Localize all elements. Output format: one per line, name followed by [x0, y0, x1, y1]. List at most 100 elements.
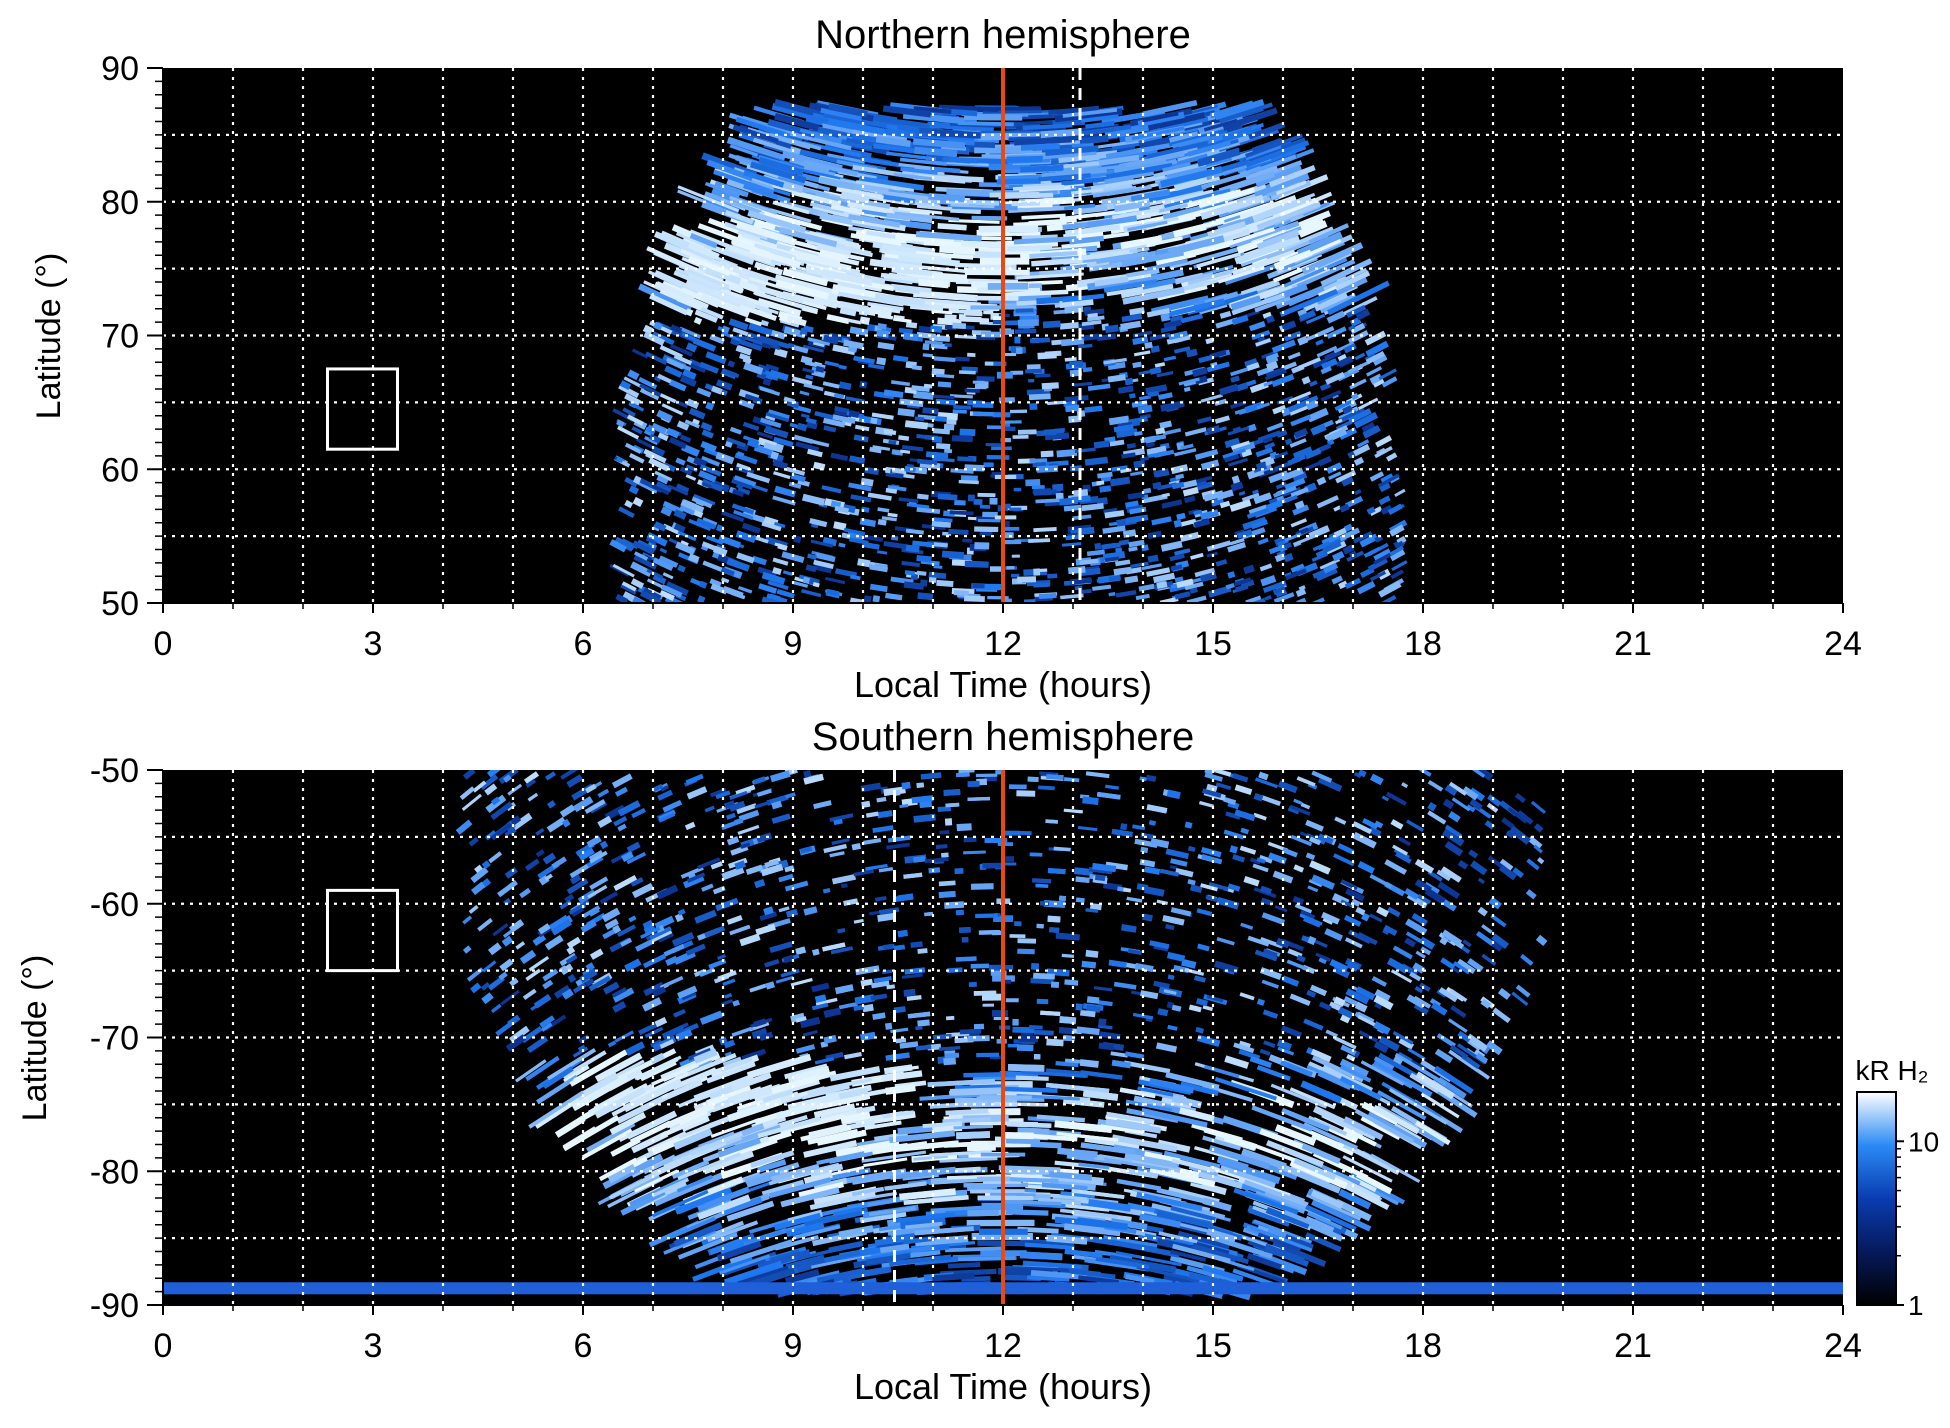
emission-streak [1016, 793, 1035, 794]
emission-streak [1193, 370, 1207, 374]
emission-streak [656, 1020, 666, 1025]
emission-streak [1075, 449, 1096, 451]
emission-streak [1136, 596, 1150, 598]
emission-streak [968, 799, 991, 800]
emission-streak [912, 798, 933, 800]
emission-streak [1008, 208, 1072, 211]
emission-streak [886, 1055, 910, 1058]
emission-streak [955, 1100, 1017, 1101]
emission-streak [807, 424, 817, 427]
emission-streak [948, 178, 984, 180]
emission-streak [878, 316, 893, 318]
emission-streak [918, 951, 928, 952]
emission-streak [907, 997, 921, 999]
emission-streak [1221, 503, 1230, 506]
emission-streak [1216, 561, 1226, 564]
emission-streak [947, 422, 957, 423]
x-tick-label: 0 [154, 625, 173, 663]
emission-streak [1036, 886, 1049, 887]
emission-streak [1047, 972, 1069, 974]
emission-streak [1283, 323, 1296, 328]
emission-streak [1441, 939, 1446, 943]
emission-streak [1031, 260, 1082, 264]
emission-streak [1098, 1002, 1112, 1004]
emission-streak [967, 1213, 998, 1214]
emission-streak [655, 325, 662, 328]
emission-streak [1328, 441, 1334, 444]
emission-streak [974, 529, 998, 530]
emission-streak [1052, 487, 1063, 488]
emission-streak [1074, 383, 1092, 385]
emission-streak [917, 496, 928, 497]
x-tick-label: 6 [574, 625, 593, 663]
emission-streak [1097, 482, 1105, 483]
emission-streak [1149, 822, 1155, 823]
emission-streak [1129, 395, 1135, 396]
emission-streak [1041, 454, 1054, 455]
emission-streak [960, 1031, 981, 1032]
emission-streak [1105, 558, 1119, 560]
emission-streak [1046, 821, 1058, 822]
emission-streak [874, 312, 881, 313]
emission-streak [886, 490, 897, 492]
emission-streak [1317, 552, 1325, 555]
emission-streak [1187, 352, 1197, 355]
emission-streak [1198, 946, 1209, 949]
emission-streak [949, 310, 959, 311]
emission-streak [678, 423, 688, 427]
emission-streak [1230, 848, 1237, 850]
emission-streak [920, 583, 927, 584]
emission-streak [1202, 463, 1219, 468]
emission-streak [1008, 1123, 1038, 1124]
emission-streak [1203, 1007, 1213, 1010]
emission-streak [1318, 479, 1325, 482]
emission-streak [979, 136, 1040, 137]
emission-streak [1255, 796, 1263, 799]
emission-streak [958, 123, 1014, 124]
emission-streak [944, 1061, 956, 1062]
emission-streak [915, 1028, 922, 1029]
x-tick-label: 12 [984, 625, 1022, 663]
emission-streak [885, 1026, 892, 1027]
emission-streak [1086, 953, 1098, 954]
emission-streak [1196, 1029, 1203, 1031]
emission-streak [1081, 591, 1091, 592]
emission-streak [906, 364, 917, 365]
emission-streak [796, 1018, 806, 1021]
emission-streak [824, 428, 836, 431]
emission-streak [1343, 408, 1351, 412]
emission-streak [893, 319, 911, 321]
emission-streak [906, 531, 924, 533]
emission-streak [860, 320, 869, 322]
emission-streak [1239, 411, 1246, 413]
emission-streak [863, 840, 881, 843]
emission-streak [794, 538, 801, 540]
emission-streak [1020, 168, 1063, 170]
emission-streak [899, 499, 918, 501]
emission-streak [1217, 493, 1233, 498]
emission-streak [1159, 395, 1173, 398]
emission-streak [831, 504, 840, 506]
emission-streak [871, 996, 887, 999]
south-title: Southern hemisphere [812, 715, 1194, 759]
emission-streak [1146, 444, 1154, 446]
emission-streak [948, 531, 968, 532]
emission-streak [1184, 490, 1199, 494]
emission-streak [960, 432, 976, 433]
emission-streak [963, 852, 986, 853]
emission-streak [1010, 249, 1040, 250]
emission-streak [1083, 1093, 1118, 1097]
emission-streak [1176, 476, 1184, 478]
y-tick-label: 60 [101, 451, 139, 489]
y-tick-label: 50 [101, 585, 139, 623]
emission-streak [1236, 586, 1248, 590]
emission-streak [854, 920, 864, 922]
emission-streak [1068, 569, 1085, 571]
emission-streak [1064, 810, 1083, 812]
emission-streak [1105, 513, 1124, 516]
emission-streak [902, 785, 910, 786]
emission-streak [968, 1038, 990, 1039]
emission-streak [1258, 1001, 1264, 1003]
emission-streak [736, 864, 745, 867]
emission-streak [886, 1088, 916, 1092]
